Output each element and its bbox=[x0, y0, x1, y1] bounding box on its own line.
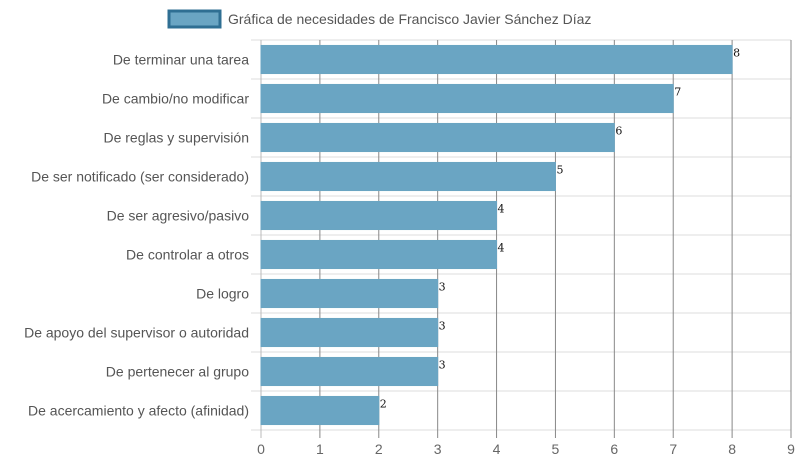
data-label: 6 bbox=[615, 124, 622, 137]
category-label: De apoyo del supervisor o autoridad bbox=[24, 325, 249, 341]
data-label: 2 bbox=[380, 397, 387, 410]
bar[interactable] bbox=[260, 356, 439, 387]
category-label: De ser agresivo/pasivo bbox=[107, 208, 250, 224]
bar[interactable] bbox=[260, 239, 498, 270]
bar[interactable] bbox=[260, 122, 615, 153]
bar[interactable] bbox=[260, 44, 733, 75]
x-tick-label: 7 bbox=[669, 441, 677, 457]
category-label: De acercamiento y afecto (afinidad) bbox=[28, 403, 249, 419]
bar[interactable] bbox=[260, 395, 380, 426]
data-label: 3 bbox=[439, 319, 446, 332]
data-label: 5 bbox=[556, 163, 563, 176]
data-label: 3 bbox=[439, 358, 446, 371]
category-label: De controlar a otros bbox=[126, 247, 249, 263]
x-tick-label: 4 bbox=[493, 441, 501, 457]
bar[interactable] bbox=[260, 83, 674, 114]
x-tick-label: 9 bbox=[787, 441, 795, 457]
x-tick-label: 3 bbox=[434, 441, 442, 457]
category-label: De reglas y supervisión bbox=[103, 130, 249, 146]
category-label: De terminar una tarea bbox=[113, 52, 249, 68]
x-tick-label: 2 bbox=[375, 441, 383, 457]
x-tick-label: 6 bbox=[610, 441, 618, 457]
data-label: 4 bbox=[498, 202, 505, 215]
data-label: 3 bbox=[439, 280, 446, 293]
bar[interactable] bbox=[260, 200, 498, 231]
category-label: De ser notificado (ser considerado) bbox=[31, 169, 249, 185]
x-tick-label: 0 bbox=[257, 441, 265, 457]
bar[interactable] bbox=[260, 317, 439, 348]
category-label: De logro bbox=[196, 286, 249, 302]
data-label: 8 bbox=[733, 46, 740, 59]
legend[interactable]: Gráfica de necesidades de Francisco Javi… bbox=[167, 9, 591, 29]
legend-label: Gráfica de necesidades de Francisco Javi… bbox=[228, 11, 591, 27]
x-tick-label: 1 bbox=[316, 441, 324, 457]
legend-swatch bbox=[167, 9, 222, 29]
category-label: De cambio/no modificar bbox=[102, 91, 249, 107]
bar[interactable] bbox=[260, 161, 556, 192]
labels: 0 1 2 3 4 5 6 7 8 9 De terminar una tarea 8 De cambi… bbox=[24, 46, 795, 457]
category-label: De pertenecer al grupo bbox=[106, 364, 249, 380]
data-label: 7 bbox=[674, 85, 681, 98]
x-tick-label: 8 bbox=[728, 441, 736, 457]
bars bbox=[260, 44, 733, 426]
x-tick-label: 5 bbox=[552, 441, 560, 457]
data-label: 4 bbox=[498, 241, 505, 254]
bar[interactable] bbox=[260, 278, 439, 309]
